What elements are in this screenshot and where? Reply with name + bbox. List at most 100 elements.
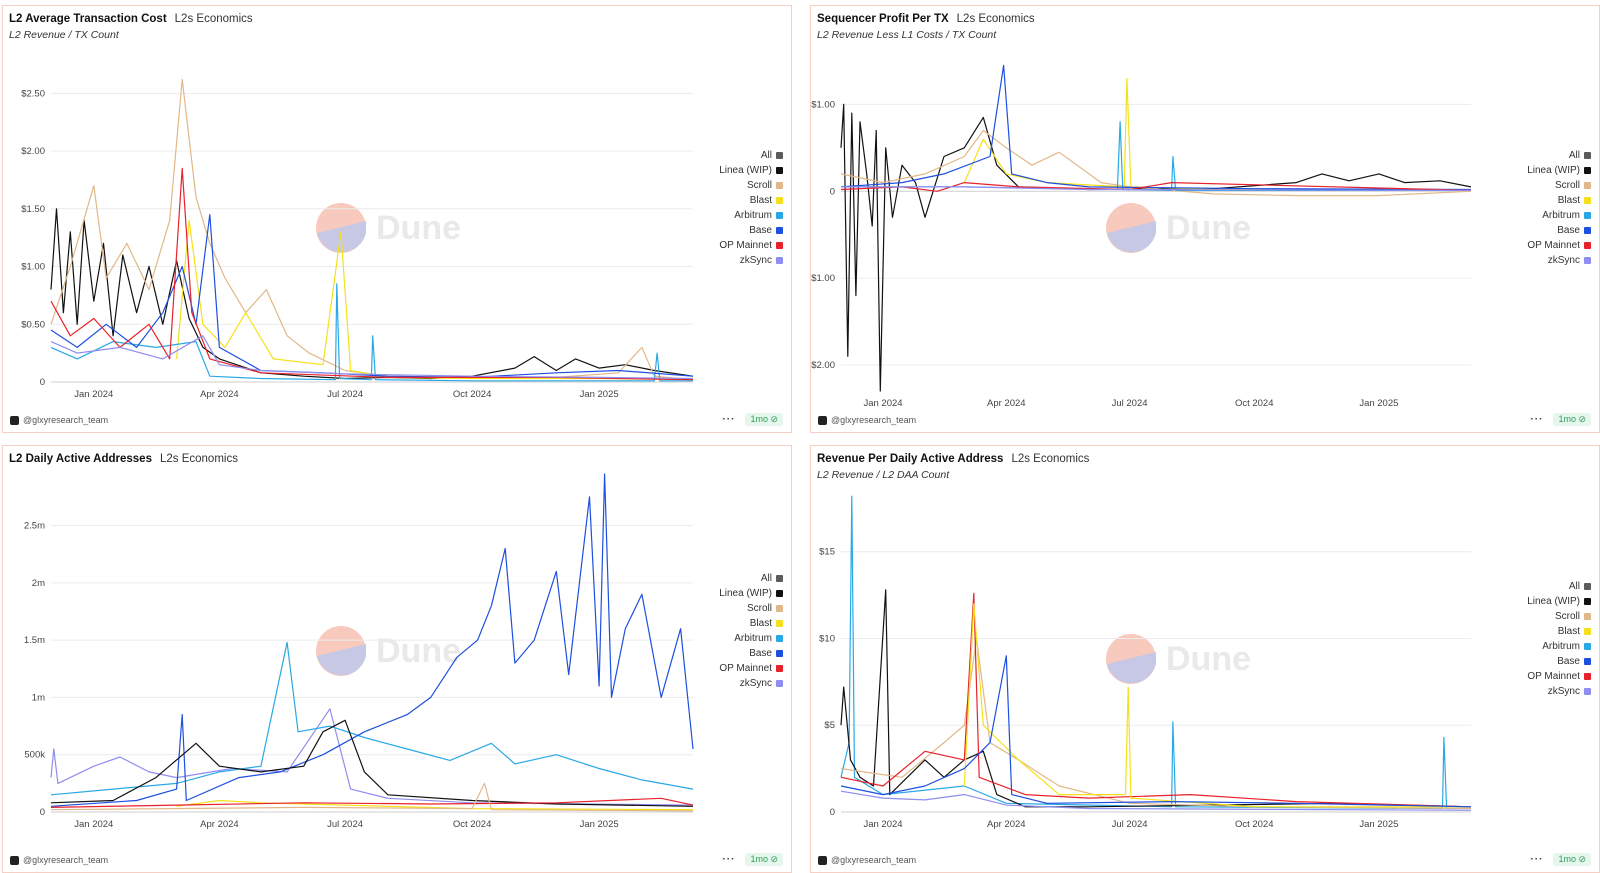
series-line-arbitrum[interactable] <box>50 641 694 796</box>
series-line-arbitrum[interactable] <box>841 121 1471 191</box>
x-tick-label: Apr 2024 <box>200 819 239 830</box>
x-tick-label: Jan 2025 <box>1359 819 1398 830</box>
y-tick-label: 1.5m <box>24 635 45 646</box>
legend-label: Arbitrum <box>734 210 772 221</box>
series-line-op-mainnet[interactable] <box>840 592 1472 808</box>
series-line-base[interactable] <box>840 655 1472 808</box>
legend-item[interactable]: zkSync <box>673 676 783 691</box>
legend-item[interactable]: Linea (WIP) <box>1481 594 1591 609</box>
legend-item[interactable]: Arbitrum <box>1481 639 1591 654</box>
chart-panel-avg-tx-cost: L2 Average Transaction Cost L2s Economics… <box>2 5 792 433</box>
watermark-text: Dune <box>376 208 461 247</box>
chart-legend: All Linea (WIP) Scroll Blast Arbitrum Base OP … <box>1481 148 1591 268</box>
author-name[interactable]: @glxyresearch_team <box>23 855 109 865</box>
line-chart: 0 $5 $10 $15 Jan 2024 Apr 2024 Jul 2024 Oct 202… <box>819 495 1472 830</box>
legend-item[interactable]: All <box>673 148 783 163</box>
y-tick-label: 2.5m <box>24 521 45 532</box>
legend-item[interactable]: OP Mainnet <box>673 238 783 253</box>
legend-item[interactable]: Base <box>673 646 783 661</box>
series-line-arbitrum[interactable] <box>50 283 693 382</box>
legend-item[interactable]: Blast <box>1481 193 1591 208</box>
series-line-base[interactable] <box>840 64 1472 191</box>
series-line-op-mainnet[interactable] <box>50 797 694 808</box>
legend-swatch <box>1584 673 1591 680</box>
x-tick-label: Jul 2024 <box>1112 398 1148 409</box>
series-line-blast[interactable] <box>963 603 1471 808</box>
legend-item[interactable]: Linea (WIP) <box>673 586 783 601</box>
legend-swatch <box>1584 227 1591 234</box>
author-name[interactable]: @glxyresearch_team <box>831 855 917 865</box>
legend-swatch <box>776 167 783 174</box>
dashboard-link[interactable]: L2s Economics <box>174 13 253 25</box>
legend-item[interactable]: zkSync <box>673 253 783 268</box>
legend-item[interactable]: Blast <box>673 193 783 208</box>
more-options-button[interactable]: ··· <box>1530 854 1544 865</box>
legend-item[interactable]: zkSync <box>1481 684 1591 699</box>
legend-item[interactable]: Arbitrum <box>673 208 783 223</box>
series-line-zksync[interactable] <box>50 335 694 380</box>
legend-item[interactable]: Scroll <box>1481 609 1591 624</box>
freshness-badge[interactable]: 1mo ⊘ <box>1553 853 1591 866</box>
legend-item[interactable]: Scroll <box>673 601 783 616</box>
legend-label: Base <box>1557 225 1580 236</box>
dashboard-link[interactable]: L2s Economics <box>1011 453 1090 465</box>
series-line-scroll[interactable] <box>50 782 694 812</box>
legend-label: Scroll <box>1554 611 1580 622</box>
legend-swatch <box>1584 242 1591 249</box>
series-line-linea-wip[interactable] <box>840 103 1472 392</box>
series-line-zksync[interactable] <box>50 708 694 806</box>
legend-item[interactable]: zkSync <box>1481 253 1591 268</box>
legend-item[interactable]: Blast <box>1481 624 1591 639</box>
legend-item[interactable]: All <box>1481 579 1591 594</box>
author-name[interactable]: @glxyresearch_team <box>831 415 917 425</box>
more-options-button[interactable]: ··· <box>1530 414 1544 425</box>
legend-swatch <box>1584 167 1591 174</box>
legend-item[interactable]: Base <box>1481 223 1591 238</box>
chart-legend: All Linea (WIP) Scroll Blast Arbitrum Base OP … <box>673 571 783 691</box>
legend-item[interactable]: Linea (WIP) <box>673 163 783 178</box>
series-line-scroll[interactable] <box>50 78 694 381</box>
series-line-arbitrum[interactable] <box>840 495 1471 810</box>
series-line-base[interactable] <box>50 473 694 807</box>
legend-item[interactable]: Arbitrum <box>1481 208 1591 223</box>
series-line-zksync[interactable] <box>841 186 1472 191</box>
series-line-op-mainnet[interactable] <box>50 167 694 381</box>
dashboard-link[interactable]: L2s Economics <box>956 13 1035 25</box>
legend-item[interactable]: Arbitrum <box>673 631 783 646</box>
series-line-scroll[interactable] <box>840 637 1472 810</box>
legend-item[interactable]: Base <box>673 223 783 238</box>
more-options-button[interactable]: ··· <box>722 414 736 425</box>
legend-swatch <box>1584 182 1591 189</box>
series-line-blast[interactable] <box>963 77 1472 191</box>
series-line-zksync[interactable] <box>840 790 1472 811</box>
legend-item[interactable]: Blast <box>673 616 783 631</box>
legend-item[interactable]: OP Mainnet <box>1481 669 1591 684</box>
series-line-linea-wip[interactable] <box>50 719 694 807</box>
dashboard-link[interactable]: L2s Economics <box>159 453 238 465</box>
freshness-badge[interactable]: 1mo ⊘ <box>1553 413 1591 426</box>
legend-item[interactable]: Scroll <box>673 178 783 193</box>
freshness-badge[interactable]: 1mo ⊘ <box>745 853 783 866</box>
author-name[interactable]: @glxyresearch_team <box>23 415 109 425</box>
legend-item[interactable]: Scroll <box>1481 178 1591 193</box>
series-line-linea-wip[interactable] <box>840 589 1472 808</box>
legend-item[interactable]: Linea (WIP) <box>1481 163 1591 178</box>
legend-item[interactable]: Base <box>1481 654 1591 669</box>
legend-label: zkSync <box>1547 686 1580 697</box>
panel-actions: ··· 1mo ⊘ <box>722 413 783 426</box>
legend-item[interactable]: All <box>673 571 783 586</box>
legend-item[interactable]: All <box>1481 148 1591 163</box>
legend-item[interactable]: OP Mainnet <box>673 661 783 676</box>
more-options-button[interactable]: ··· <box>722 854 736 865</box>
series-line-blast[interactable] <box>176 799 694 811</box>
series-line-op-mainnet[interactable] <box>840 182 1472 192</box>
dune-logo-icon <box>1106 203 1156 253</box>
legend-item[interactable]: OP Mainnet <box>1481 238 1591 253</box>
chart-legend: All Linea (WIP) Scroll Blast Arbitrum Base OP … <box>673 148 783 268</box>
legend-swatch <box>776 197 783 204</box>
legend-swatch <box>776 605 783 612</box>
series-line-base[interactable] <box>50 214 694 378</box>
series-line-scroll[interactable] <box>840 129 1472 197</box>
freshness-badge[interactable]: 1mo ⊘ <box>745 413 783 426</box>
series-line-blast[interactable] <box>176 219 694 381</box>
